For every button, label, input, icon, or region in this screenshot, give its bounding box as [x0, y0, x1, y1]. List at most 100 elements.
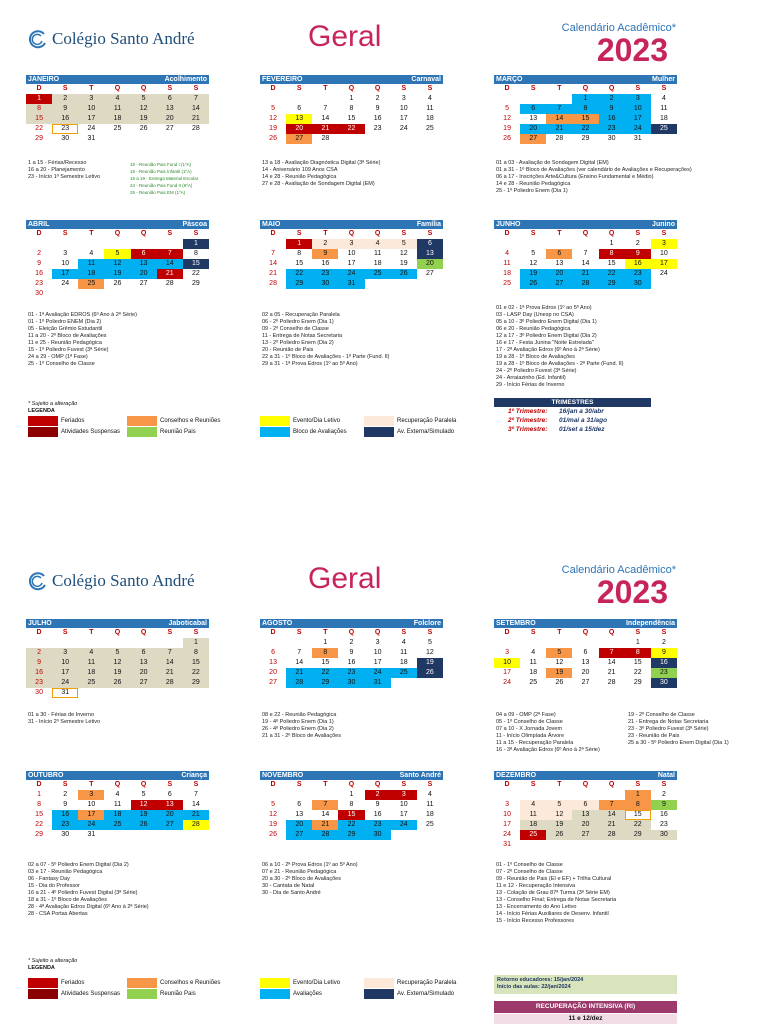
day-cell: 28 — [286, 678, 313, 688]
day-cell: 14 — [598, 810, 625, 820]
note-line: 09 - Reunião de Pais (EI e EF) + Trilha … — [496, 876, 612, 882]
day-cell: 23 — [650, 668, 677, 678]
day-cell: 11 — [400, 649, 408, 656]
day-cell: 4 — [104, 94, 131, 104]
day-cell: 4 — [427, 95, 432, 102]
note-line: 19 a 28 - 1º Bloco de Avaliações — [496, 354, 575, 360]
school-logo: Colégio Santo André — [26, 570, 195, 592]
day-cell: 26 — [503, 135, 511, 142]
day-cell: 29 — [182, 678, 209, 688]
empty-day — [520, 239, 546, 249]
legend-suspensas: Atividades Suspensas — [28, 427, 120, 437]
day-cell: 25 — [426, 821, 434, 828]
day-cell: 19 — [546, 820, 573, 830]
weekday-header: Q — [608, 781, 615, 788]
note-line: 13 - Conselho Final; Entrega de Notas Se… — [496, 897, 617, 903]
day-cell: 7 — [583, 250, 588, 257]
legend-externa: Av. Externa/Simulado — [364, 989, 454, 999]
day-cell: 5 — [141, 791, 146, 798]
weekday-header: S — [530, 781, 536, 788]
day-cell: 9 — [26, 658, 53, 668]
day-cell: 8 — [193, 250, 198, 257]
weekday-header: Q — [114, 230, 121, 237]
day-cell: 14 — [156, 259, 183, 269]
notes-september-a: 04 a 09 - OMP (2ª Fase) 05 - 1º Conselho … — [496, 712, 616, 754]
weekday-header: T — [323, 85, 328, 92]
trimestre-row: 2º Trimestre: 01/mai a 31/ago — [508, 417, 608, 424]
day-cell: 4 — [115, 791, 120, 798]
day-cell: 28 — [156, 678, 183, 688]
weekday-header: S — [401, 781, 407, 788]
note-line: 09 - 2º Conselho de Classe — [262, 326, 329, 332]
day-cell: 9 — [598, 104, 625, 114]
day-cell: 1 — [609, 240, 614, 247]
day-cell: 8 — [624, 800, 651, 810]
weekday-header: S — [62, 230, 68, 237]
note-line: 11 - Entrega de Notas Secretaria — [262, 333, 342, 339]
day-cell: 28 — [321, 135, 330, 142]
day-cell: 14 — [192, 801, 200, 808]
empty-day — [131, 239, 157, 249]
day-cell: 10 — [61, 260, 70, 267]
day-cell: 9 — [63, 801, 68, 808]
weekday-header: S — [167, 781, 173, 788]
day-cell: 29 — [286, 279, 313, 289]
day-cell: 7 — [297, 649, 302, 656]
weekday-header: Q — [374, 629, 381, 636]
month-name: MARÇO — [496, 76, 523, 83]
legend-title: LEGENDA — [28, 408, 55, 414]
day-cell: 23 — [373, 125, 382, 132]
day-cell: 15 — [35, 811, 43, 818]
day-cell: 30 — [607, 135, 616, 142]
day-cell: 6 — [546, 249, 573, 259]
notes-september-b: 19 - 2º Conselho de Classe 21 - Entrega d… — [628, 712, 748, 747]
day-cell: 12 — [503, 115, 511, 122]
empty-day — [260, 638, 286, 648]
day-cell: 15 — [572, 114, 599, 124]
weekday-header: D — [36, 85, 42, 92]
day-cell: 19 — [546, 668, 573, 678]
day-cell: 23 — [338, 668, 365, 678]
weekday-header: D — [270, 781, 276, 788]
day-cell: 16 — [26, 668, 53, 678]
month-july: JULHO Jaboticabal D S T Q Q S S 1 2 3 4 5 6 7 8 9 10 11 12 13… — [26, 619, 209, 698]
month-october: OUTUBRO Criança D S T Q Q S S 1 2 3 4 5 6 7 8 9 10 11 12 13 14… — [26, 771, 209, 840]
weekday-header: S — [167, 629, 173, 636]
day-cell: 12 — [269, 115, 277, 122]
weekday-header: S — [62, 629, 68, 636]
weekday-header: S — [661, 230, 667, 237]
notes-february: 13 a 18 - Avaliação Diagnóstica Digital … — [262, 160, 492, 188]
month-header: NOVEMBRO Santo André — [260, 771, 443, 780]
weekday-header: S — [193, 781, 199, 788]
day-cell: 5 — [531, 250, 536, 257]
day-cell: 21 — [312, 124, 339, 134]
day-cell: 2 — [375, 95, 380, 102]
month-grid: D S T Q Q S S 1 2 3 4 5 6 7 8 9 10 11 12 13 14 15 16 17 18 19 20 21… — [26, 84, 209, 144]
month-theme: Junino — [652, 221, 675, 228]
day-cell: 5 — [505, 105, 510, 112]
day-cell: 27 — [286, 134, 313, 144]
weekday-header: D — [36, 629, 42, 636]
note-line: 14 e 28 - Reunião Pedagógica — [262, 174, 337, 180]
weekday-header: D — [504, 230, 510, 237]
day-cell: 5 — [390, 239, 417, 249]
day-cell: 31 — [503, 841, 511, 848]
day-cell: 17 — [347, 260, 356, 267]
year-label: 2023 — [596, 574, 668, 610]
weekday-header: S — [296, 781, 302, 788]
notes-november: 06 a 10 - 2ª Prova Edros (1º ao 5º Ano) 0… — [262, 862, 492, 897]
day-cell: 13 — [416, 249, 443, 259]
day-cell: 13 — [286, 114, 313, 124]
weekday-header: Q — [114, 781, 121, 788]
weekday-header: S — [530, 85, 536, 92]
day-cell: 18 — [520, 820, 547, 830]
day-cell: 28 — [572, 279, 599, 289]
note-line: 18 a 31 - 1º Bloco de Avaliações — [28, 897, 107, 903]
empty-day — [546, 239, 572, 249]
day-cell: 18 — [373, 260, 382, 267]
note-line: 24 - Reunião Pais Fund II (6ºA) — [130, 183, 193, 188]
day-cell: 27 — [286, 830, 313, 840]
legend-avaliacoes: Avaliações — [260, 989, 322, 999]
note-line: 11 e 25 - Reunião Pedagógica — [28, 340, 102, 346]
note-line: 23 - Reunião de Pais — [628, 733, 680, 739]
